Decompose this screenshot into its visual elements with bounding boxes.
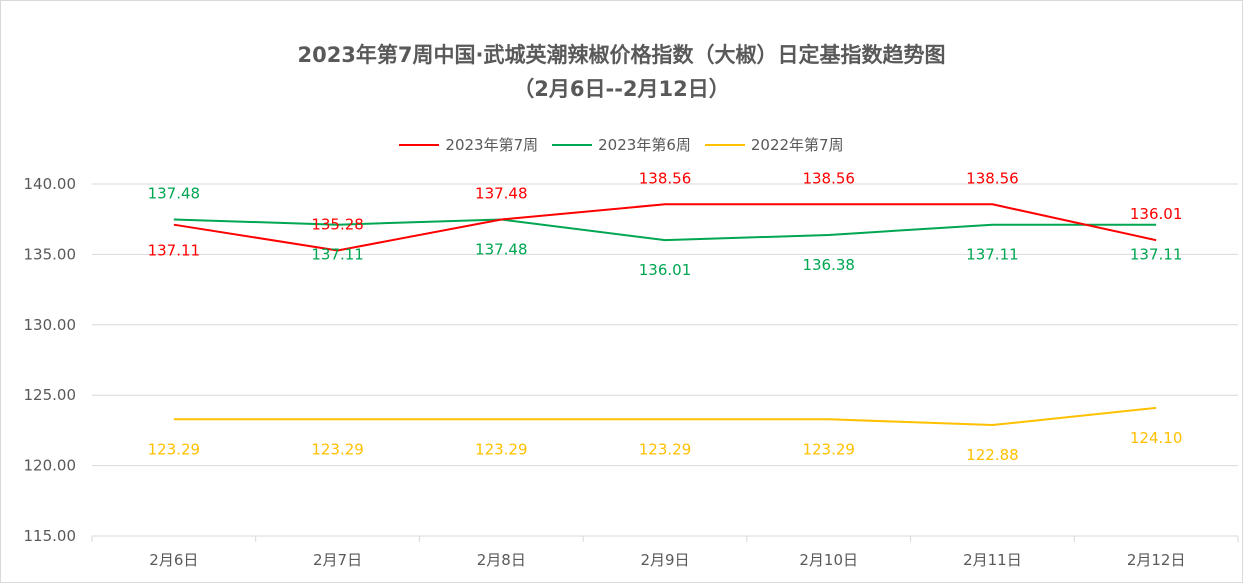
legend-swatch-series-0	[399, 143, 440, 146]
data-label-series-1: 136.01	[639, 261, 692, 279]
legend-label-series-0: 2023年第7周	[445, 136, 539, 154]
data-label-series-2: 123.29	[148, 440, 201, 458]
y-tick-label: 115.00	[24, 527, 77, 545]
x-tick-label: 2月11日	[963, 551, 1022, 569]
chart-legend: 2023年第7周 2023年第6周 2022年第7周	[0, 134, 1243, 155]
legend-swatch-series-1	[552, 143, 593, 146]
data-label-series-0: 136.01	[1130, 205, 1183, 223]
series-line-0	[173, 203, 1157, 252]
data-label-series-2: 123.29	[311, 440, 364, 458]
series-line-1	[173, 218, 1157, 242]
data-label-series-1: 137.48	[148, 184, 201, 202]
data-label-series-1: 136.38	[802, 256, 855, 274]
y-tick-label: 130.00	[24, 316, 77, 334]
x-tick-label: 2月12日	[1127, 551, 1186, 569]
data-label-series-0: 137.48	[475, 184, 528, 202]
x-tick-label: 2月8日	[477, 551, 526, 569]
legend-swatch-series-2	[704, 143, 745, 146]
chart-title-line2: （2月6日--2月12日）	[513, 77, 730, 101]
data-label-series-0: 138.56	[966, 169, 1019, 187]
data-label-series-1: 137.48	[475, 240, 528, 258]
x-tick-label: 2月6日	[149, 551, 198, 569]
x-tick-label: 2月7日	[313, 551, 362, 569]
data-label-series-1: 137.11	[311, 246, 364, 264]
y-tick-label: 125.00	[24, 386, 77, 404]
y-tick-label: 120.00	[24, 457, 77, 475]
chart-title: 2023年第7周中国·武城英潮辣椒价格指数（大椒）日定基指数趋势图 （2月6日-…	[0, 38, 1243, 106]
data-label-series-0: 138.56	[802, 169, 855, 187]
data-label-series-2: 124.10	[1130, 429, 1183, 447]
data-label-series-1: 137.11	[966, 246, 1019, 264]
data-label-series-1: 137.11	[1130, 246, 1183, 264]
series-line-2	[173, 406, 1157, 427]
data-label-series-2: 123.29	[475, 440, 528, 458]
data-label-series-0: 137.11	[148, 242, 201, 260]
legend-label-series-2: 2022年第7周	[750, 136, 844, 154]
x-tick-label: 2月10日	[799, 551, 858, 569]
data-label-series-0: 138.56	[639, 169, 692, 187]
y-tick-label: 140.00	[24, 175, 77, 193]
legend-item-series-2: 2022年第7周	[704, 134, 844, 155]
data-label-series-2: 123.29	[802, 440, 855, 458]
data-label-series-0: 135.28	[311, 215, 364, 233]
data-label-series-2: 123.29	[639, 440, 692, 458]
x-tick-label: 2月9日	[640, 551, 689, 569]
legend-item-series-0: 2023年第7周	[399, 134, 538, 155]
legend-item-series-1: 2023年第6周	[552, 134, 691, 155]
y-tick-label: 135.00	[24, 245, 77, 263]
chart-title-line1: 2023年第7周中国·武城英潮辣椒价格指数（大椒）日定基指数趋势图	[297, 43, 946, 67]
data-label-series-2: 122.88	[966, 446, 1019, 464]
legend-label-series-1: 2023年第6周	[598, 136, 691, 154]
